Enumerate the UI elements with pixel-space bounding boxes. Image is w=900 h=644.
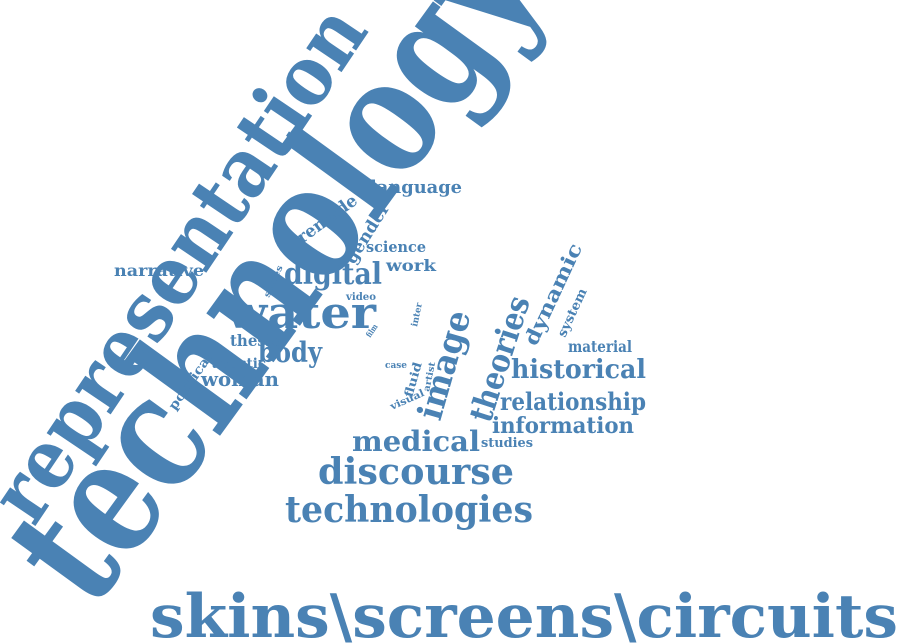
word-medical: medical bbox=[352, 425, 480, 458]
word-artistic: artistic bbox=[212, 356, 266, 372]
word-material: material bbox=[568, 337, 632, 356]
word-information: information bbox=[492, 413, 634, 439]
word-science: science bbox=[366, 238, 426, 256]
word-body: body bbox=[258, 336, 323, 369]
word-technologies: technologies bbox=[285, 489, 533, 531]
word-case: case bbox=[385, 361, 407, 371]
word-thesis: thesis bbox=[230, 331, 280, 350]
word-video: video bbox=[345, 292, 376, 303]
word-water: water bbox=[225, 288, 377, 339]
word-discourse: discourse bbox=[318, 451, 514, 493]
word-woman: woman bbox=[200, 367, 279, 391]
word-language: language bbox=[370, 177, 462, 198]
word-narrative: narrative bbox=[114, 261, 204, 280]
word-work: work bbox=[385, 256, 437, 275]
word-skins-screens-circuits: skins\screens\circuits bbox=[150, 582, 898, 644]
word-historical: historical bbox=[511, 355, 646, 385]
word-inter: inter bbox=[410, 302, 425, 328]
word-relationship: relationship bbox=[500, 387, 646, 416]
word-digital: digital bbox=[284, 257, 382, 292]
word-studies: studies bbox=[481, 436, 533, 451]
